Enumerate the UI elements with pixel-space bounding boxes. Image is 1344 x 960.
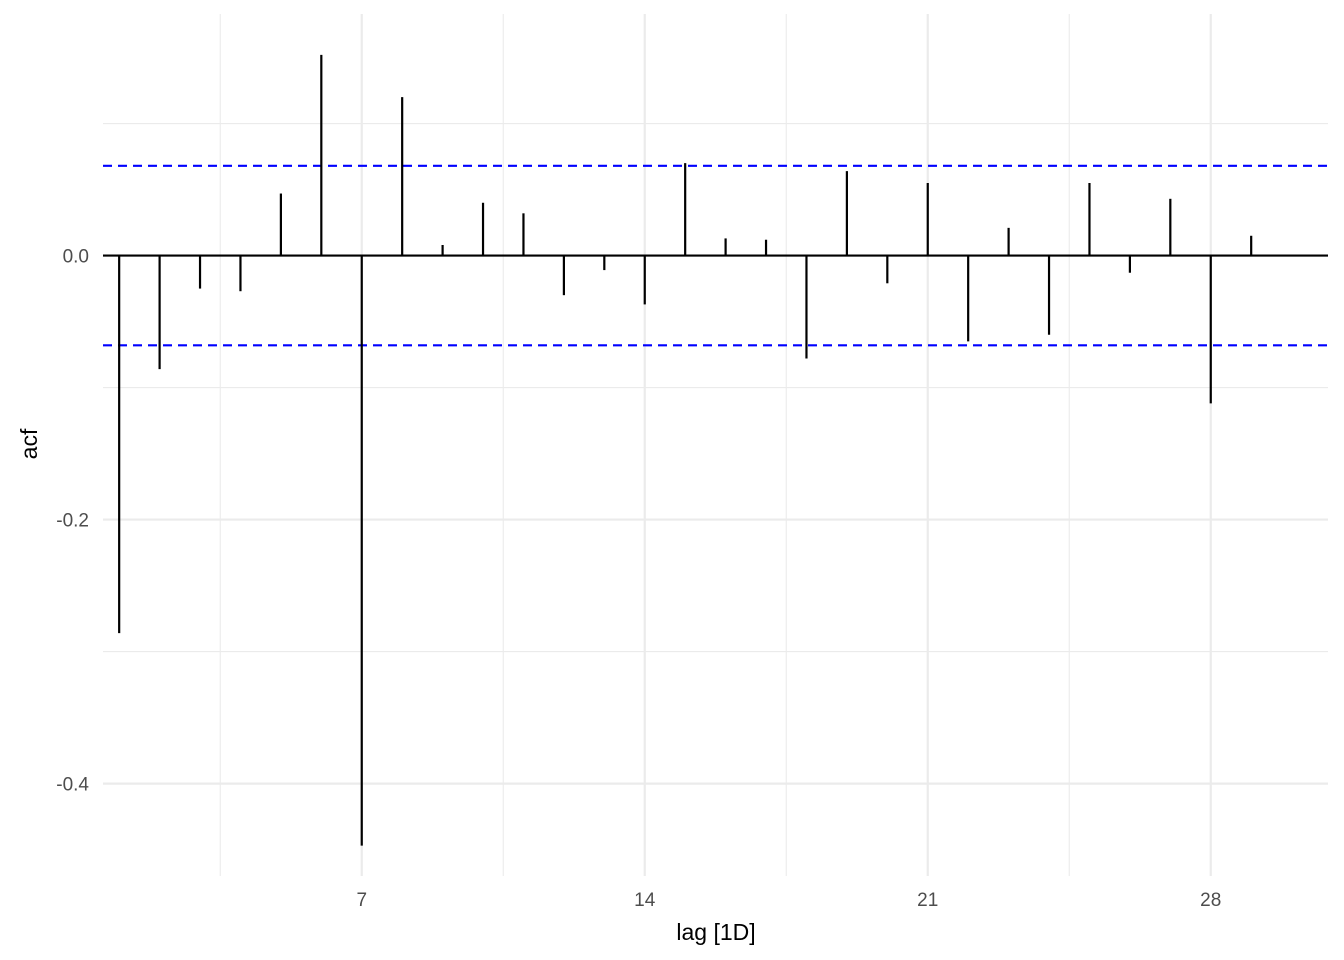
x-axis-title: lag [1D] <box>676 919 755 945</box>
acf-bars <box>118 54 1253 846</box>
x-tick-label: 14 <box>634 890 656 911</box>
y-axis-tick-labels: 0.0 -0.2 -0.4 <box>56 247 89 796</box>
y-tick-label: 0.0 <box>63 247 89 268</box>
major-gridlines <box>103 14 1328 876</box>
x-tick-label: 28 <box>1200 890 1221 911</box>
minor-gridlines <box>103 14 1328 876</box>
x-tick-label: 21 <box>917 890 938 911</box>
confidence-bounds <box>103 164 1328 347</box>
y-tick-label: -0.2 <box>56 511 89 532</box>
y-axis-title: acf <box>16 428 42 459</box>
x-axis-tick-labels: 7 14 21 28 <box>356 890 1221 911</box>
x-tick-label: 7 <box>356 890 367 911</box>
y-tick-label: -0.4 <box>56 775 89 796</box>
